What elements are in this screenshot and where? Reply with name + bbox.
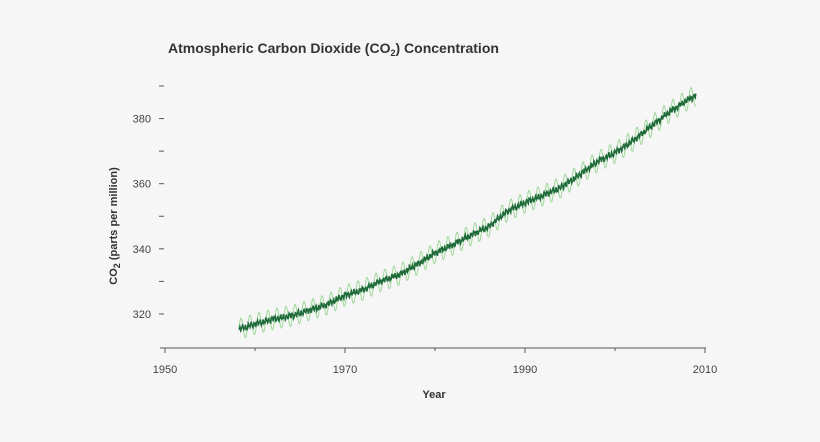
y-axis-title-prefix: CO <box>108 268 120 285</box>
x-axis-ticks: 1950 1970 1990 2010 <box>153 348 717 376</box>
chart-title-prefix: Atmospheric Carbon Dioxide (CO <box>168 40 391 56</box>
x-tick-label: 1970 <box>333 364 357 376</box>
y-axis-title: CO2 (parts per million) <box>108 167 122 285</box>
x-tick-label: 1990 <box>513 364 537 376</box>
chart-title-subscript: 2 <box>390 48 395 58</box>
y-axis-title-subscript: 2 <box>112 263 122 268</box>
y-tick-label: 360 <box>133 179 151 191</box>
y-tick-label: 380 <box>133 114 151 126</box>
chart-title: Atmospheric Carbon Dioxide (CO2) Concent… <box>168 40 499 58</box>
x-tick-label: 2010 <box>693 364 717 376</box>
x-tick-label: 1950 <box>153 364 177 376</box>
monthly-co2-line <box>238 87 697 339</box>
series-layer <box>238 87 697 339</box>
x-axis-title: Year <box>422 389 446 401</box>
y-tick-label: 340 <box>133 244 151 256</box>
trend-co2-line <box>238 93 697 334</box>
y-tick-label: 320 <box>133 309 151 321</box>
y-axis-ticks: 320 340 360 380 <box>133 85 164 321</box>
y-axis-title-suffix: (parts per million) <box>108 167 120 263</box>
chart-title-suffix: ) Concentration <box>395 40 498 56</box>
